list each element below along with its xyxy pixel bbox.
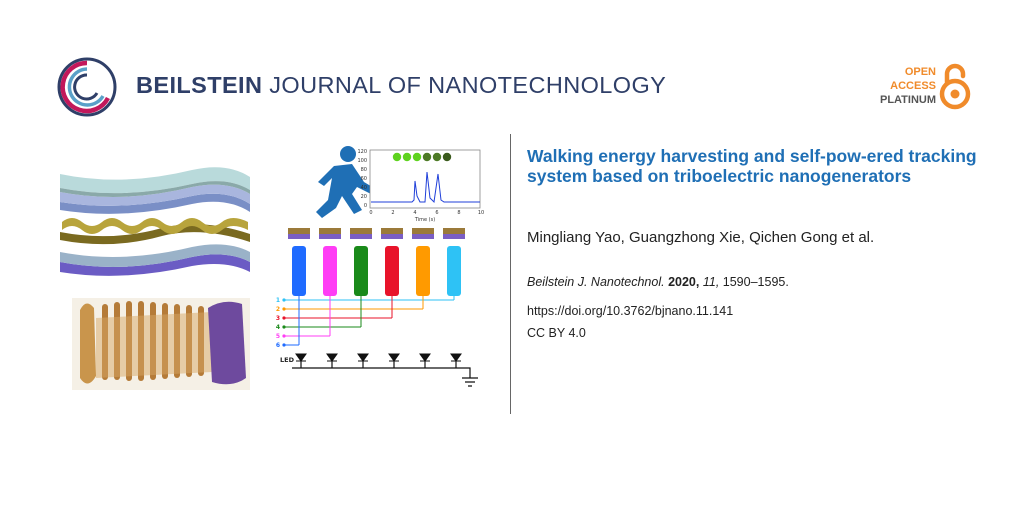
channel-number: 1 xyxy=(276,297,280,304)
channel-number: 2 xyxy=(276,306,280,313)
y-tick-label: 60 xyxy=(361,176,367,182)
citation-journal: Beilstein J. Nanotechnol. xyxy=(527,275,665,289)
channel-number: 4 xyxy=(276,324,280,331)
y-tick-label: 100 xyxy=(357,158,367,164)
channel-bar xyxy=(354,246,368,296)
open-access-badge: OPEN ACCESS PLATINUM xyxy=(880,65,936,107)
channel-bar xyxy=(416,246,430,296)
teng-pad xyxy=(350,228,372,239)
y-tick-label: 40 xyxy=(361,185,367,191)
teng-pad xyxy=(288,228,310,239)
channel-number: 5 xyxy=(276,333,280,340)
y-tick-label: 120 xyxy=(357,149,367,155)
x-tick-label: 2 xyxy=(391,210,394,216)
doi-link[interactable]: https://doi.org/10.3762/bjnano.11.141 xyxy=(527,304,734,318)
x-tick-label: 6 xyxy=(435,210,438,216)
teng-pad xyxy=(443,228,465,239)
channel-bars xyxy=(292,246,461,296)
y-tick-label: 80 xyxy=(361,167,367,173)
teng-pad xyxy=(319,228,341,239)
citation-year: 2020, xyxy=(668,275,700,289)
corrugated-device-photo xyxy=(72,298,250,390)
open-access-line2: ACCESS xyxy=(890,80,936,92)
open-access-line3: PLATINUM xyxy=(879,94,936,106)
journal-name-rest: JOURNAL OF NANOTECHNOLOGY xyxy=(269,72,667,98)
x-tick-label: 0 xyxy=(369,210,372,216)
y-tick-label: 20 xyxy=(361,194,367,200)
teng-pads xyxy=(288,228,465,239)
license-label: CC BY 4.0 xyxy=(527,326,586,340)
y-tick-label: 0 xyxy=(364,203,367,209)
x-tick-label: 4 xyxy=(413,210,416,216)
led-label: LED xyxy=(280,356,295,364)
vertical-divider xyxy=(510,134,511,414)
article-authors: Mingliang Yao, Guangzhong Xie, Qichen Go… xyxy=(527,229,875,246)
channel-bar xyxy=(323,246,337,296)
article-title[interactable]: Walking energy harvesting and self-pow-e… xyxy=(527,146,977,186)
citation-volume: 11, xyxy=(702,275,720,289)
walking-person-icon xyxy=(316,146,374,218)
channel-bar xyxy=(385,246,399,296)
channel-number: 6 xyxy=(276,342,280,349)
x-tick-label: 8 xyxy=(457,210,460,216)
channel-bar xyxy=(292,246,306,296)
citation-pages: 1590–1595. xyxy=(722,275,789,289)
journal-name: BEILSTEIN JOURNAL OF NANOTECHNOLOGY xyxy=(136,72,666,99)
wire-junctions xyxy=(282,298,286,347)
x-tick-label: 10 xyxy=(478,210,484,216)
channel-bar xyxy=(447,246,461,296)
journal-name-bold: BEILSTEIN xyxy=(136,72,263,98)
teng-pad xyxy=(381,228,403,239)
green-led-indicators xyxy=(392,152,452,162)
ground-bus xyxy=(292,361,478,387)
teng-layers-illustration xyxy=(60,167,250,276)
teng-pad xyxy=(412,228,434,239)
article-citation: Beilstein J. Nanotechnol. 2020, 11, 1590… xyxy=(527,275,789,289)
journal-logo-icon xyxy=(57,57,117,117)
channel-number: 3 xyxy=(276,315,280,322)
voltage-plot: 120 100 80 60 40 20 0 0 2 4 6 8 10 Time … xyxy=(357,149,484,223)
open-access-lock-icon xyxy=(939,63,971,110)
led-row xyxy=(295,353,462,362)
open-access-line1: OPEN xyxy=(904,66,936,78)
graphical-abstract-figure: 120 100 80 60 40 20 0 0 2 4 6 8 10 Time … xyxy=(60,146,484,390)
x-axis-label: Time (s) xyxy=(414,217,435,223)
channel-wiring xyxy=(284,296,455,346)
